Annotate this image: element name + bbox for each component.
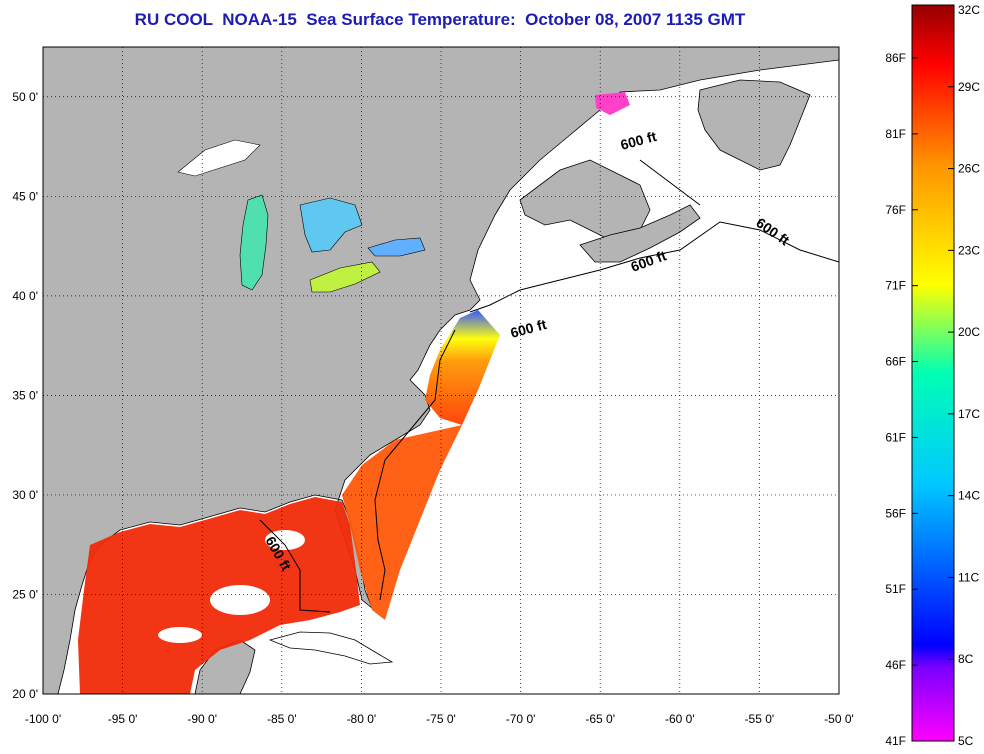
longitude-label: -90 0'	[187, 712, 217, 726]
colorbar-fahrenheit-label: 86F	[885, 51, 906, 65]
colorbar-celsius-label: 17C	[958, 407, 980, 421]
lake-superior	[177, 139, 261, 177]
colorbar	[911, 4, 955, 742]
latitude-label: 25 0'	[12, 587, 38, 601]
longitude-label: -60 0'	[665, 712, 695, 726]
colorbar-fahrenheit-label: 71F	[885, 279, 906, 293]
colorbar-ticks	[912, 4, 954, 742]
colorbar-fahrenheit-label: 56F	[885, 506, 906, 520]
colorbar-celsius-label: 23C	[958, 243, 980, 257]
longitude-label: -75 0'	[426, 712, 456, 726]
contour-600ft-line	[259, 159, 839, 613]
cloud-gap	[210, 585, 270, 615]
colorbar-celsius-label: 14C	[958, 489, 980, 503]
latitude-label: 50 0'	[12, 90, 38, 104]
colorbar-fahrenheit-label: 51F	[885, 582, 906, 596]
longitude-label: -95 0'	[108, 712, 138, 726]
colorbar-fahrenheit-labels: 86F 81F 76F 71F 66F 61F 56F 51F 46F 41F	[885, 51, 906, 748]
latitude-label: 30 0'	[12, 488, 38, 502]
colorbar-celsius-label: 32C	[958, 3, 980, 17]
colorbar-fahrenheit-label: 41F	[885, 734, 906, 748]
latitude-label: 35 0'	[12, 388, 38, 402]
colorbar-fahrenheit-label: 61F	[885, 430, 906, 444]
longitude-label: -50 0'	[824, 712, 854, 726]
colorbar-celsius-labels: 32C 29C 26C 23C 20C 17C 14C 11C 8C 5C	[958, 3, 980, 748]
grid-lines	[43, 47, 839, 694]
colorbar-celsius-label: 5C	[958, 734, 974, 748]
longitude-label: -85 0'	[267, 712, 297, 726]
map-title: RU COOL NOAA-15 Sea Surface Temperature:…	[134, 10, 746, 29]
land-newfoundland	[697, 79, 811, 171]
land-nova-scotia	[579, 204, 701, 263]
cloud-gap	[158, 627, 202, 643]
longitude-label: -65 0'	[585, 712, 615, 726]
lake-erie	[309, 261, 381, 293]
longitude-labels: -100 0' -95 0' -90 0' -85 0' -80 0' -75 0' -70…	[25, 712, 854, 726]
colorbar-celsius-label: 26C	[958, 162, 980, 176]
latitude-label: 40 0'	[12, 289, 38, 303]
colorbar-celsius-label: 8C	[958, 652, 974, 666]
colorbar-fahrenheit-label: 66F	[885, 355, 906, 369]
land-cuba	[268, 631, 394, 665]
sst-swath-north	[425, 310, 500, 425]
map-frame	[42, 46, 840, 695]
colorbar-fahrenheit-label: 76F	[885, 203, 906, 217]
lake-michigan	[239, 194, 269, 291]
colorbar-celsius-label: 20C	[958, 325, 980, 339]
land-yucatan	[194, 639, 256, 694]
st-lawrence-sst	[595, 92, 630, 115]
latitude-label: 45 0'	[12, 189, 38, 203]
longitude-label: -55 0'	[745, 712, 775, 726]
colorbar-fahrenheit-label: 81F	[885, 127, 906, 141]
longitude-label: -70 0'	[506, 712, 536, 726]
latitude-label: 20 0'	[12, 687, 38, 701]
latitude-labels: 50 0' 45 0' 40 0' 35 0' 30 0' 25 0' 20 0'	[12, 90, 38, 701]
colorbar-celsius-label: 11C	[958, 570, 979, 584]
lake-ontario	[367, 237, 426, 257]
longitude-label: -80 0'	[347, 712, 377, 726]
sst-swath-south	[342, 425, 462, 620]
colorbar-celsius-label: 29C	[958, 80, 980, 94]
longitude-label: -100 0'	[25, 712, 61, 726]
lake-huron	[299, 197, 363, 253]
colorbar-fahrenheit-label: 46F	[885, 658, 906, 672]
